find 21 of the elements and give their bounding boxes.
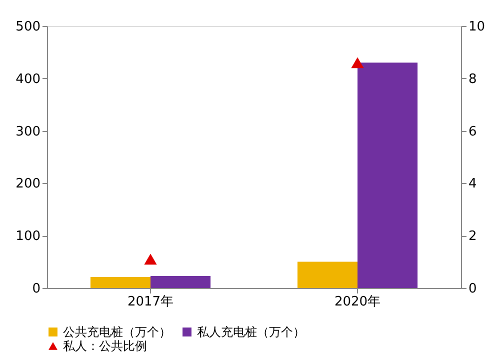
y2-tick-label: 10 xyxy=(468,20,486,34)
legend-label: 公共充电桩（万个） xyxy=(63,325,171,339)
y-tick-label: 0 xyxy=(32,282,40,296)
y2-tick-label: 8 xyxy=(468,72,477,87)
bar xyxy=(358,62,418,288)
x-tick-label: 2017年 xyxy=(127,294,174,310)
legend-label: 私人充电桩（万个） xyxy=(197,325,305,339)
bar xyxy=(297,262,358,288)
y-tick-label: 100 xyxy=(16,229,40,244)
y-tick-label: 200 xyxy=(16,176,40,192)
y-tick-label: 500 xyxy=(16,20,40,34)
y2-tick-label: 0 xyxy=(468,282,477,296)
y2-tick-label: 4 xyxy=(468,176,477,192)
y-tick-label: 300 xyxy=(16,124,40,140)
bar xyxy=(150,276,211,288)
y2-tick-label: 2 xyxy=(468,229,477,244)
x-tick-label: 2020年 xyxy=(334,294,381,310)
legend-label: 私人：公共比例 xyxy=(63,339,147,353)
bar xyxy=(90,276,150,288)
y2-tick-label: 6 xyxy=(468,124,477,140)
y-tick-label: 400 xyxy=(16,72,40,87)
